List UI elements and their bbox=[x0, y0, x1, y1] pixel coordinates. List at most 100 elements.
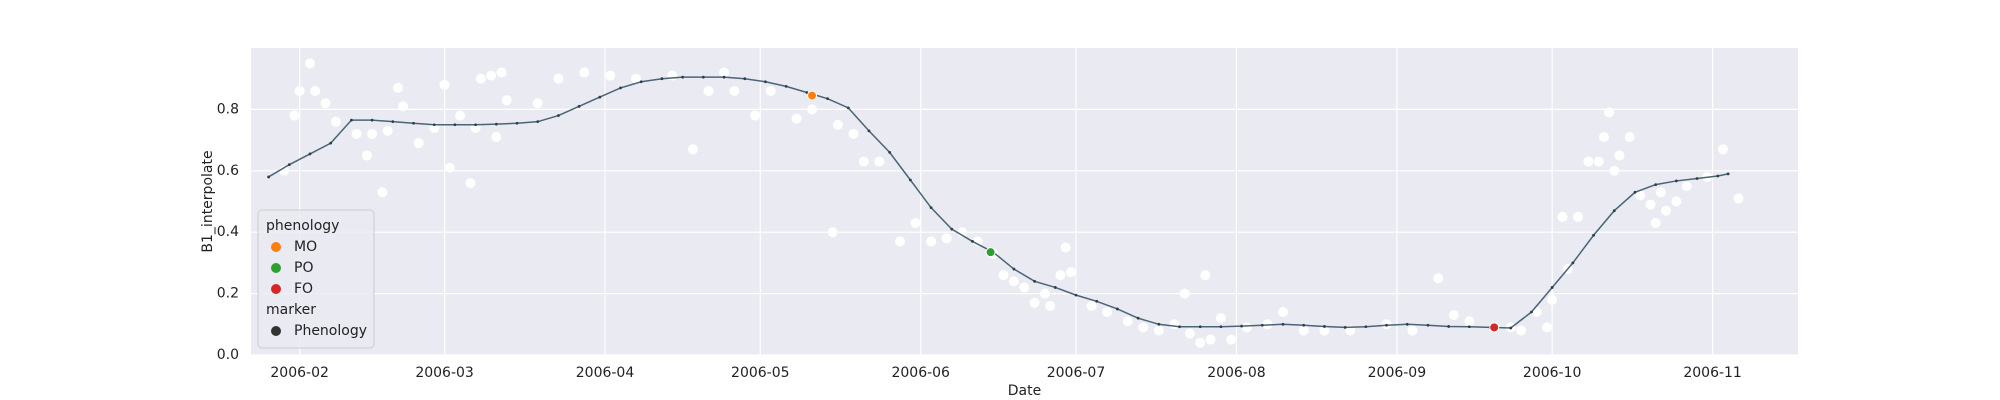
legend-marker bbox=[271, 263, 281, 273]
line-vertex bbox=[391, 120, 395, 124]
line-vertex bbox=[743, 77, 747, 81]
line-vertex bbox=[1571, 261, 1575, 265]
line-vertex bbox=[329, 141, 333, 145]
line-vertex bbox=[1136, 316, 1140, 320]
line-vertex bbox=[1074, 293, 1078, 297]
data-point bbox=[475, 73, 486, 84]
data-point bbox=[1681, 181, 1692, 192]
data-point bbox=[605, 70, 616, 81]
y-tick-label: 0.4 bbox=[217, 224, 239, 240]
data-point bbox=[351, 128, 362, 139]
data-point bbox=[1102, 307, 1113, 318]
data-point bbox=[1045, 300, 1056, 311]
line-vertex bbox=[1012, 267, 1016, 271]
data-point bbox=[496, 67, 507, 78]
data-point bbox=[1039, 288, 1050, 299]
data-point bbox=[1614, 150, 1625, 161]
x-tick-label: 2006-10 bbox=[1523, 365, 1582, 381]
data-point bbox=[827, 227, 838, 238]
line-vertex bbox=[1612, 209, 1616, 213]
line-vertex bbox=[1364, 325, 1368, 329]
data-point bbox=[413, 138, 424, 149]
line-vertex bbox=[412, 121, 415, 125]
line-vertex bbox=[1157, 322, 1161, 326]
data-point bbox=[398, 101, 409, 112]
data-point bbox=[444, 162, 455, 173]
data-point bbox=[1226, 334, 1237, 345]
data-point bbox=[941, 233, 952, 244]
line-vertex bbox=[1385, 323, 1388, 327]
data-point bbox=[791, 113, 802, 124]
line-vertex bbox=[350, 118, 353, 122]
line-vertex bbox=[515, 121, 519, 125]
data-point bbox=[1433, 273, 1444, 284]
data-point bbox=[719, 67, 730, 78]
line-vertex bbox=[1509, 326, 1513, 330]
line-vertex bbox=[619, 86, 622, 90]
line-vertex bbox=[971, 240, 974, 243]
line-vertex bbox=[908, 178, 912, 182]
data-point bbox=[1060, 242, 1071, 253]
data-point bbox=[1065, 267, 1076, 278]
data-point bbox=[330, 116, 341, 127]
data-point bbox=[1733, 193, 1744, 204]
line-vertex bbox=[701, 75, 705, 79]
line-vertex bbox=[557, 114, 560, 117]
data-point bbox=[688, 144, 698, 155]
line-vertex bbox=[287, 163, 291, 167]
line-vertex bbox=[474, 123, 478, 127]
line-vertex bbox=[639, 80, 643, 84]
line-vertex bbox=[1405, 322, 1409, 326]
line-vertex bbox=[722, 75, 726, 79]
data-point bbox=[382, 125, 393, 136]
data-point bbox=[1278, 307, 1289, 318]
x-tick-label: 2006-02 bbox=[270, 365, 329, 381]
data-point bbox=[1179, 288, 1190, 299]
x-tick-label: 2006-07 bbox=[1047, 365, 1106, 381]
line-vertex bbox=[1695, 177, 1699, 180]
data-point bbox=[310, 85, 321, 96]
data-point bbox=[667, 70, 678, 81]
data-point bbox=[765, 85, 776, 96]
line-vertex bbox=[1674, 179, 1678, 183]
x-axis-label: Date bbox=[1008, 383, 1041, 399]
data-point bbox=[579, 67, 590, 78]
line-vertex bbox=[1716, 174, 1720, 178]
line-vertex bbox=[784, 84, 788, 88]
line-vertex bbox=[494, 122, 498, 126]
data-point bbox=[1593, 156, 1604, 167]
data-point bbox=[361, 150, 372, 161]
data-point bbox=[1624, 132, 1635, 143]
data-point bbox=[455, 110, 466, 121]
line-vertex bbox=[1323, 325, 1326, 328]
data-point bbox=[1547, 294, 1558, 305]
line-vertex bbox=[267, 175, 270, 179]
legend-label: Phenology bbox=[294, 323, 367, 339]
data-point bbox=[1138, 322, 1149, 333]
line-vertex bbox=[1219, 325, 1223, 329]
line-vertex bbox=[888, 150, 892, 154]
data-point bbox=[289, 110, 300, 121]
phenology-point bbox=[985, 247, 996, 258]
data-point bbox=[1319, 325, 1330, 336]
line-vertex bbox=[1240, 324, 1244, 328]
data-point bbox=[1573, 211, 1584, 222]
data-point bbox=[501, 95, 512, 106]
data-point bbox=[532, 98, 543, 109]
line-vertex bbox=[1095, 299, 1099, 303]
line-vertex bbox=[929, 206, 933, 210]
data-point bbox=[1298, 325, 1309, 336]
data-point bbox=[377, 187, 388, 198]
y-axis-label: B1_interpolate bbox=[200, 150, 216, 252]
legend-marker bbox=[271, 242, 281, 252]
line-vertex bbox=[536, 120, 540, 124]
data-point bbox=[367, 128, 378, 139]
data-point bbox=[1661, 205, 1672, 216]
line-vertex bbox=[1447, 325, 1451, 328]
x-tick-label: 2006-08 bbox=[1207, 365, 1266, 381]
x-tick-label: 2006-11 bbox=[1683, 365, 1742, 381]
data-point bbox=[1609, 165, 1620, 176]
phenology-point bbox=[807, 90, 818, 101]
data-point bbox=[957, 227, 968, 238]
data-point bbox=[1645, 199, 1656, 210]
